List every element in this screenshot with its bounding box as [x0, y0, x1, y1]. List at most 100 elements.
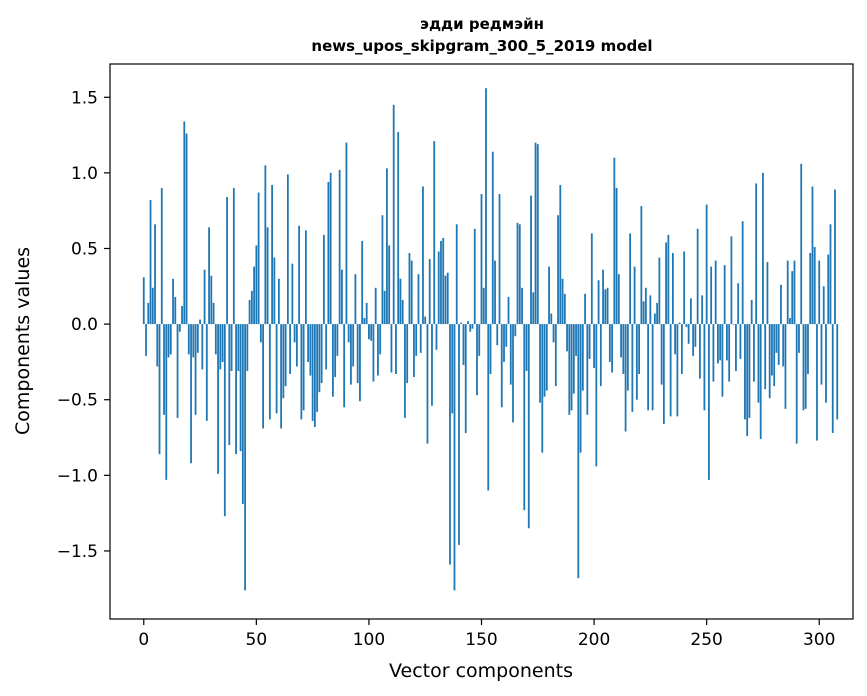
bar-component-248: [701, 295, 704, 325]
bar-component-143: [464, 324, 467, 433]
bar-component-229: [658, 257, 661, 325]
bar-component-177: [541, 324, 544, 453]
bar-component-275: [762, 172, 764, 325]
bar-component-292: [800, 163, 803, 325]
bar-component-296: [809, 253, 812, 325]
bar-component-171: [527, 324, 530, 529]
bar-component-7: [158, 324, 161, 455]
bar-component-46: [246, 324, 249, 371]
bar-component-137: [451, 324, 454, 414]
bar-component-33: [217, 324, 219, 474]
bar-component-195: [581, 324, 584, 391]
bar-component-293: [802, 324, 805, 411]
bar-component-98: [363, 318, 366, 325]
bar-component-165: [514, 324, 517, 337]
bar-component-126: [426, 324, 429, 444]
bar-component-169: [523, 324, 526, 511]
bar-component-50: [255, 245, 258, 325]
bar-component-41: [235, 324, 237, 455]
bar-component-225: [649, 295, 652, 325]
bar-component-107: [383, 290, 386, 325]
bar-component-10: [165, 324, 168, 480]
x-axis-label: Vector components: [389, 660, 573, 682]
bars-group: [142, 88, 839, 591]
bar-component-219: [635, 324, 638, 400]
bar-component-16: [178, 324, 181, 332]
bar-component-103: [374, 287, 377, 325]
bar-component-156: [494, 260, 496, 325]
bar-component-97: [361, 240, 364, 325]
bar-component-202: [597, 280, 600, 325]
bar-component-117: [406, 324, 409, 384]
bar-component-53: [262, 324, 264, 429]
bar-component-155: [491, 151, 494, 325]
bar-component-152: [485, 88, 487, 325]
bar-component-222: [642, 301, 645, 325]
bar-component-86: [336, 324, 339, 356]
bar-component-8: [160, 188, 163, 325]
bar-component-128: [431, 324, 433, 406]
bar-component-138: [453, 324, 456, 591]
bar-component-71: [302, 324, 305, 411]
bar-component-183: [554, 324, 557, 387]
bar-component-52: [259, 324, 262, 343]
bar-component-162: [507, 296, 510, 325]
bar-component-115: [401, 299, 404, 325]
bar-component-233: [667, 234, 670, 325]
bar-component-149: [478, 324, 481, 356]
bar-component-282: [777, 324, 780, 365]
bar-component-62: [282, 324, 285, 399]
bar-component-257: [721, 324, 724, 397]
bar-component-243: [689, 298, 692, 325]
bar-component-268: [746, 324, 749, 437]
bar-component-100: [368, 324, 370, 340]
bar-component-203: [599, 324, 602, 387]
x-tick-label: 300: [803, 630, 835, 650]
y-tick-label: 0.0: [71, 315, 98, 335]
bar-component-213: [622, 324, 625, 375]
bar-component-187: [563, 293, 566, 325]
bar-component-247: [699, 324, 701, 379]
bar-component-9: [163, 324, 165, 415]
bar-component-102: [372, 324, 375, 382]
bar-component-111: [392, 104, 395, 325]
bar-component-186: [561, 278, 564, 325]
bar-component-136: [449, 324, 451, 565]
bar-component-181: [550, 313, 553, 325]
bar-component-130: [435, 324, 438, 350]
bar-component-264: [737, 283, 740, 325]
bar-component-120: [413, 324, 415, 378]
bar-component-308: [836, 324, 839, 420]
bar-component-20: [187, 324, 190, 355]
bar-component-99: [365, 302, 368, 325]
bar-component-110: [390, 324, 393, 373]
bar-component-239: [680, 324, 683, 375]
bar-component-34: [219, 324, 222, 370]
bar-component-106: [381, 215, 384, 325]
bar-component-265: [739, 324, 742, 359]
bar-component-290: [795, 324, 798, 444]
bar-component-234: [669, 324, 672, 417]
bar-component-25: [199, 319, 201, 325]
bar-component-280: [773, 324, 776, 387]
bar-component-212: [620, 324, 622, 358]
bar-component-31: [212, 302, 215, 325]
bar-component-164: [512, 324, 514, 423]
bar-component-210: [615, 188, 618, 325]
bar-component-298: [813, 246, 816, 325]
bar-component-0: [142, 277, 145, 325]
bar-component-235: [671, 253, 674, 325]
bar-component-129: [433, 141, 436, 325]
bar-component-147: [473, 228, 476, 325]
bar-component-94: [354, 274, 357, 325]
bar-component-47: [248, 299, 251, 325]
bar-component-197: [586, 324, 589, 415]
x-tick-label: 200: [578, 630, 610, 650]
bar-component-146: [471, 324, 474, 329]
bar-component-93: [352, 324, 355, 367]
bar-component-5: [154, 224, 156, 325]
bar-component-14: [174, 296, 177, 325]
bar-component-104: [377, 324, 379, 376]
bar-component-254: [714, 260, 717, 325]
bar-component-51: [257, 192, 260, 325]
